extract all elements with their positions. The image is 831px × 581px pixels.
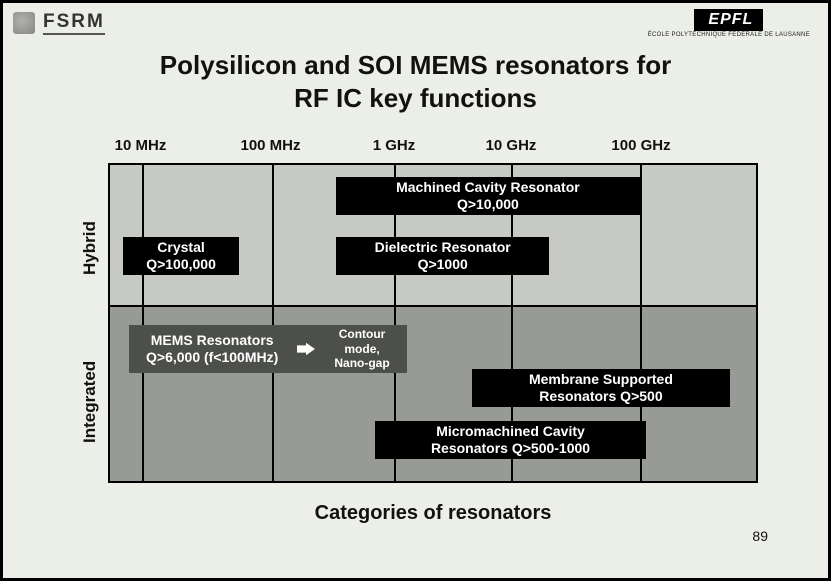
- logo-left-mark: [13, 12, 35, 34]
- tick-10mhz: 10 MHz: [115, 137, 167, 154]
- row-label-integrated: Integrated: [80, 361, 100, 443]
- arrow-icon: [297, 342, 315, 356]
- box-membrane: Membrane Supported Resonators Q>500: [472, 369, 730, 407]
- title-line-1: Polysilicon and SOI MEMS resonators for: [3, 49, 828, 82]
- box-contour-line2: mode,: [321, 342, 403, 356]
- page-number: 89: [752, 528, 768, 544]
- box-membrane-line1: Membrane Supported: [476, 371, 726, 388]
- logo-right: EPFL ÉCOLE POLYTECHNIQUE FÉDÉRALE DE LAU…: [648, 9, 810, 38]
- box-contour-line3: Nano-gap: [321, 356, 403, 370]
- logo-right-text: EPFL: [694, 9, 763, 31]
- box-micromach-line1: Micromachined Cavity: [379, 423, 642, 440]
- logo-right-sub: ÉCOLE POLYTECHNIQUE FÉDÉRALE DE LAUSANNE: [648, 32, 810, 38]
- box-machined-line1: Machined Cavity Resonator: [340, 179, 636, 196]
- box-mems-line2: Q>6,000 (f<100MHz): [133, 349, 291, 366]
- chart: 10 MHz 100 MHz 1 GHz 10 GHz 100 GHz Hybr…: [108, 163, 758, 483]
- box-mems-line1: MEMS Resonators: [133, 332, 291, 349]
- box-micromach-line2: Resonators Q>500-1000: [379, 440, 642, 457]
- tick-10ghz: 10 GHz: [486, 137, 537, 154]
- box-micromachined: Micromachined Cavity Resonators Q>500-10…: [375, 421, 646, 459]
- box-machined-cavity: Machined Cavity Resonator Q>10,000: [336, 177, 640, 215]
- xaxis-label: Categories of resonators: [108, 502, 758, 525]
- box-dielectric-line2: Q>1000: [340, 256, 545, 273]
- gridline-100mhz: [272, 165, 274, 481]
- box-crystal-line1: Crystal: [127, 239, 235, 256]
- title-line-2: RF IC key functions: [3, 82, 828, 115]
- box-machined-line2: Q>10,000: [340, 196, 636, 213]
- box-contour-line1: Contour: [321, 327, 403, 341]
- tick-100ghz: 100 GHz: [611, 137, 670, 154]
- gridline-10mhz: [142, 165, 144, 481]
- logo-left-text: FSRM: [43, 11, 105, 35]
- slide: FSRM EPFL ÉCOLE POLYTECHNIQUE FÉDÉRALE D…: [0, 0, 831, 581]
- page-title: Polysilicon and SOI MEMS resonators for …: [3, 49, 828, 114]
- chart-body: Machined Cavity Resonator Q>10,000 Cryst…: [108, 163, 758, 483]
- box-membrane-line2: Resonators Q>500: [476, 388, 726, 405]
- tick-100mhz: 100 MHz: [240, 137, 300, 154]
- box-dielectric: Dielectric Resonator Q>1000: [336, 237, 549, 275]
- tick-1ghz: 1 GHz: [373, 137, 416, 154]
- box-mems: MEMS Resonators Q>6,000 (f<100MHz) Conto…: [129, 325, 407, 373]
- logo-left: FSRM: [13, 11, 105, 35]
- box-dielectric-line1: Dielectric Resonator: [340, 239, 545, 256]
- row-label-hybrid: Hybrid: [80, 221, 100, 275]
- box-crystal-line2: Q>100,000: [127, 256, 235, 273]
- box-crystal: Crystal Q>100,000: [123, 237, 239, 275]
